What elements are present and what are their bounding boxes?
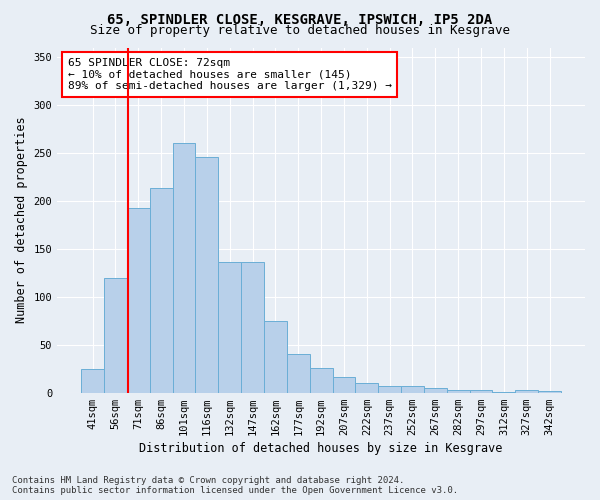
Bar bbox=[81, 368, 104, 392]
Bar bbox=[127, 208, 150, 392]
Bar bbox=[515, 390, 538, 392]
Text: Contains HM Land Registry data © Crown copyright and database right 2024.
Contai: Contains HM Land Registry data © Crown c… bbox=[12, 476, 458, 495]
Bar bbox=[173, 144, 196, 392]
Bar bbox=[150, 188, 173, 392]
Text: Size of property relative to detached houses in Kesgrave: Size of property relative to detached ho… bbox=[90, 24, 510, 37]
Bar bbox=[196, 157, 218, 392]
Bar bbox=[401, 386, 424, 392]
Bar bbox=[470, 390, 493, 392]
Bar bbox=[287, 354, 310, 393]
Bar bbox=[104, 278, 127, 392]
Bar bbox=[538, 391, 561, 392]
Bar bbox=[355, 383, 378, 392]
Y-axis label: Number of detached properties: Number of detached properties bbox=[15, 117, 28, 324]
Bar bbox=[447, 390, 470, 392]
Bar bbox=[310, 368, 332, 392]
Text: 65 SPINDLER CLOSE: 72sqm
← 10% of detached houses are smaller (145)
89% of semi-: 65 SPINDLER CLOSE: 72sqm ← 10% of detach… bbox=[68, 58, 392, 91]
Bar bbox=[218, 262, 241, 392]
Bar bbox=[332, 378, 355, 392]
Bar bbox=[378, 386, 401, 392]
Text: 65, SPINDLER CLOSE, KESGRAVE, IPSWICH, IP5 2DA: 65, SPINDLER CLOSE, KESGRAVE, IPSWICH, I… bbox=[107, 12, 493, 26]
Bar bbox=[424, 388, 447, 392]
Bar bbox=[264, 321, 287, 392]
Bar bbox=[241, 262, 264, 392]
X-axis label: Distribution of detached houses by size in Kesgrave: Distribution of detached houses by size … bbox=[139, 442, 503, 455]
